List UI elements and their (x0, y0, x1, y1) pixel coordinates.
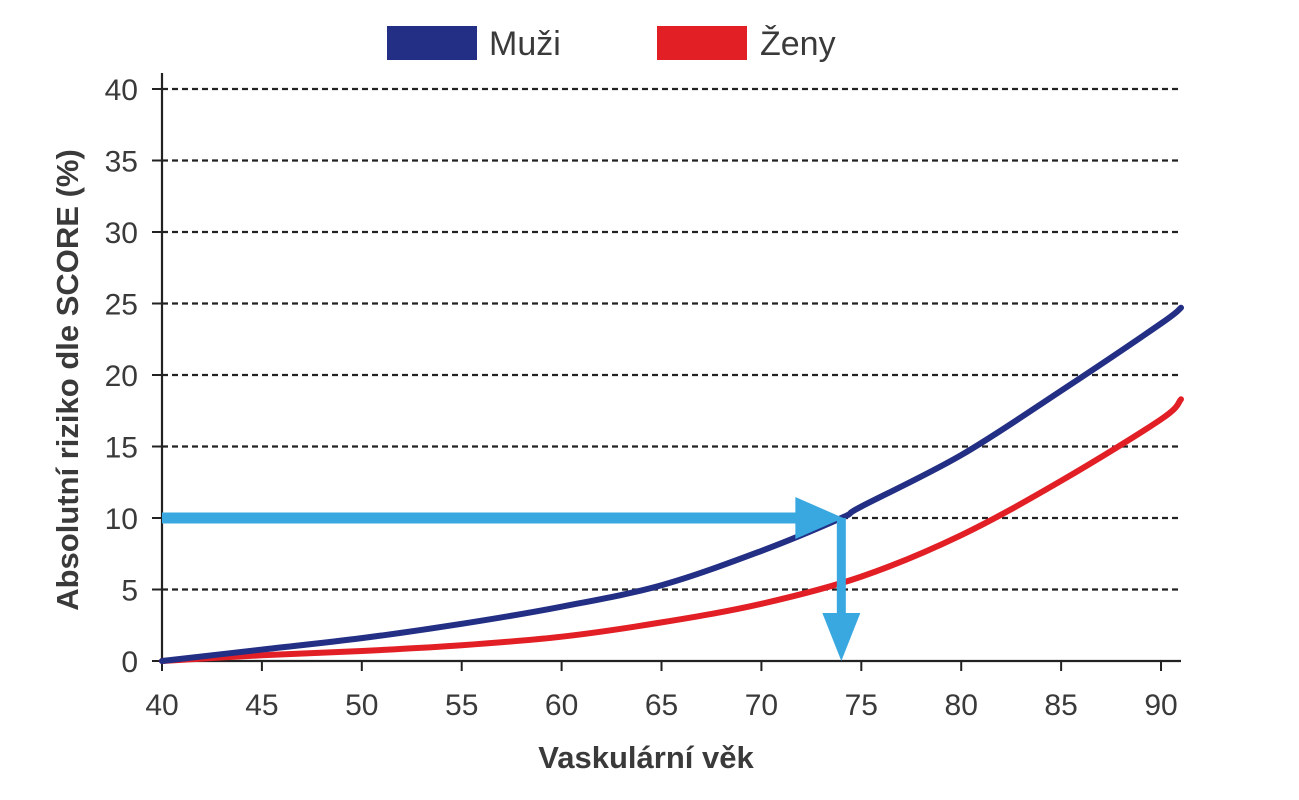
series-line-zeny (159, 396, 1184, 664)
x-tick-label: 85 (1044, 689, 1077, 722)
x-tick-label: 70 (745, 689, 778, 722)
y-tick-label: 0 (121, 646, 138, 679)
y-tick-label: 40 (105, 74, 138, 107)
y-tick-label: 25 (105, 289, 138, 322)
series-lines (159, 304, 1184, 664)
x-tick-label: 65 (645, 689, 678, 722)
y-tick-labels: 0 5 10 15 20 25 30 35 40 (105, 74, 138, 679)
x-tick-label: 40 (145, 689, 178, 722)
x-tick-label: 90 (1144, 689, 1177, 722)
x-tick-label: 50 (345, 689, 378, 722)
x-axis-title: Vaskulární věk (538, 740, 754, 775)
legend-swatch-muzi (387, 26, 477, 60)
legend-swatch-zeny (657, 26, 747, 60)
y-tick-label: 30 (105, 217, 138, 250)
x-tick-label: 45 (245, 689, 278, 722)
y-tick-label: 5 (121, 575, 138, 608)
x-tick-label: 75 (845, 689, 878, 722)
annotation-horizontal-arrow-head (795, 497, 844, 539)
y-tick-label: 35 (105, 146, 138, 179)
x-tick-label: 80 (945, 689, 978, 722)
grid (152, 87, 1181, 662)
x-tick-label: 55 (445, 689, 478, 722)
y-axis-title: Absolutní riziko dle SCORE (%) (50, 149, 85, 611)
x-tick-label: 60 (545, 689, 578, 722)
y-tick-label: 10 (105, 503, 138, 536)
x-tick-labels: 40 45 50 55 60 65 70 75 80 85 90 (145, 689, 1177, 722)
legend-label-muzi: Muži (489, 25, 561, 63)
legend-label-zeny: Ženy (760, 25, 836, 63)
series-line-muzi (159, 304, 1184, 664)
annotation-arrows (162, 497, 861, 661)
y-tick-label: 15 (105, 432, 138, 465)
y-tick-label: 20 (105, 360, 138, 393)
legend: Muži Ženy (387, 25, 836, 63)
annotation-vertical-arrow-head (822, 613, 861, 661)
